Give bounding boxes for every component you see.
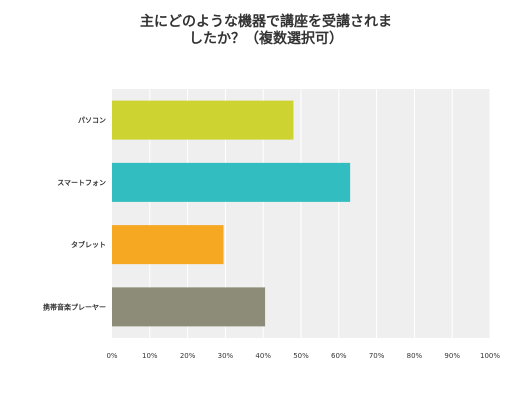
x-tick-label: 50% — [293, 352, 309, 360]
chart-title: 主にどのような機器で講座を受講されま したか？（複数選択可） — [140, 14, 392, 47]
bar — [112, 100, 294, 140]
bars — [112, 100, 351, 327]
x-tick-label: 10% — [142, 352, 158, 360]
x-tick-labels: 0% 10% 20% 30% 40% 50% 60% 70% 80% 90% 100% — [106, 352, 500, 360]
x-tick-label: 90% — [444, 352, 460, 360]
x-tick-label: 40% — [255, 352, 271, 360]
x-tick-label: 0% — [106, 352, 117, 360]
category-label: 携帯音楽プレーヤー — [43, 302, 106, 311]
bar — [112, 162, 351, 202]
x-tick-label: 70% — [369, 352, 385, 360]
category-label: パソコン — [78, 116, 106, 125]
bar — [112, 225, 224, 265]
bar — [112, 287, 266, 327]
x-tick-label: 20% — [180, 352, 196, 360]
x-tick-label: 80% — [407, 352, 423, 360]
x-tick-label: 60% — [331, 352, 347, 360]
category-label: タブレット — [71, 240, 106, 249]
category-label: スマートフォン — [57, 179, 106, 187]
x-tick-label: 100% — [480, 352, 500, 360]
x-tick-label: 30% — [218, 352, 234, 360]
